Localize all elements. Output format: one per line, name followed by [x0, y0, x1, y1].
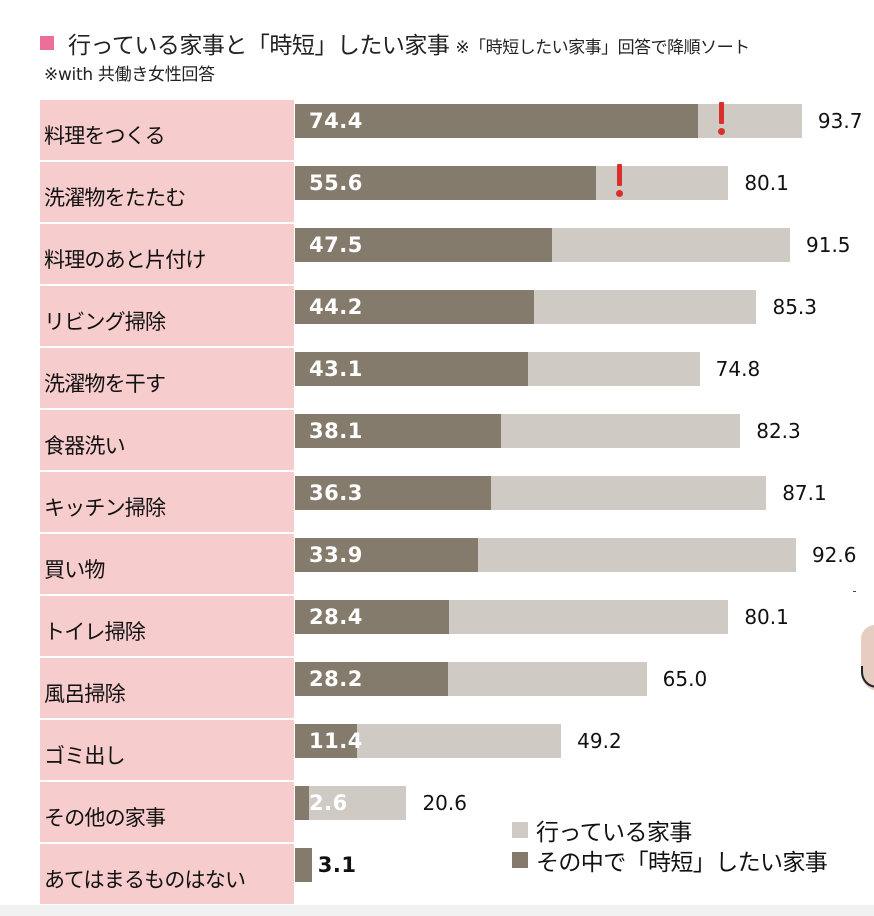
category-label: その他の家事: [40, 782, 294, 842]
bar-short: [295, 848, 312, 882]
chart-subtitle: ※with 共働き女性回答: [44, 65, 215, 85]
legend-item-short: その中で「時短」したい家事: [512, 845, 828, 876]
legend-swatch-total: [512, 822, 528, 838]
exclamation-dot: [615, 190, 623, 197]
category-label: リビング掃除: [40, 286, 294, 346]
bar-short: [295, 352, 529, 386]
value-label-short: 38.1: [309, 419, 363, 443]
category-label: ゴミ出し: [40, 720, 294, 780]
value-label-short: 11.4: [309, 729, 363, 753]
category-label: トイレ掃除: [40, 596, 294, 656]
bar-short: [295, 600, 449, 634]
value-label-short: 2.6: [309, 791, 348, 815]
legend-swatch-short: [512, 852, 528, 868]
bar-short: [295, 228, 552, 262]
value-label-short: 43.1: [309, 357, 363, 381]
bar-short: [295, 104, 698, 138]
value-label-short: 44.2: [309, 295, 363, 319]
category-label: あてはまるものはない: [40, 844, 294, 904]
legend-item-total: 行っている家事: [512, 815, 827, 846]
value-label-total: 20.6: [422, 791, 467, 815]
category-label: 洗濯物を干す: [40, 348, 294, 408]
bar-short: [295, 414, 502, 448]
bar-short: [295, 538, 479, 572]
bar-short: [295, 662, 448, 696]
bar-short: [295, 476, 492, 510]
value-label-total: 87.1: [782, 481, 827, 505]
value-label-short: 47.5: [309, 233, 363, 257]
value-label-total: 80.1: [744, 171, 789, 195]
value-label-short: 28.2: [309, 667, 363, 691]
value-label-total: 92.6: [811, 543, 857, 567]
value-label-total: 85.3: [772, 295, 817, 319]
value-label-total: 65.0: [662, 667, 708, 691]
chart-title: 行っている家事と「時短」したい家事: [68, 33, 450, 59]
category-label: 洗濯物をたたむ: [40, 162, 294, 222]
bottom-strip: [0, 905, 874, 916]
category-label: 買い物: [40, 534, 294, 594]
category-label: 料理のあと片付け: [40, 224, 294, 284]
bar-short: [295, 786, 310, 820]
chart-title-row: 行っている家事と「時短」したい家事 ※「時短したい家事」回答で降順ソート: [40, 26, 750, 60]
value-label-total: 82.3: [756, 419, 801, 443]
category-label: 料理をつくる: [40, 100, 294, 160]
value-label-total: 80.1: [744, 605, 789, 629]
value-label-short: 3.1: [317, 853, 357, 877]
exclamation-dot: [717, 128, 725, 135]
title-bullet-icon: [40, 36, 54, 50]
legend-label-total: 行っている家事: [536, 820, 692, 846]
bar-short: [295, 166, 596, 200]
bar-total: [295, 786, 407, 820]
bar-short: [295, 290, 535, 324]
exclamation-stem: [718, 102, 724, 124]
legend-label-short: その中で「時短」したい家事: [536, 850, 828, 876]
value-label-total: 93.7: [817, 109, 863, 133]
value-label-total: 49.2: [577, 729, 622, 753]
chart-sort-note: ※「時短したい家事」回答で降順ソート: [455, 38, 750, 58]
legend: 行っている家事 その中で「時短」したい家事: [512, 815, 828, 876]
value-label-short: 36.3: [309, 481, 363, 505]
category-label: 食器洗い: [40, 410, 294, 470]
category-label: キッチン掃除: [40, 472, 294, 532]
value-label-total: 74.8: [715, 357, 761, 381]
value-label-short: 55.6: [309, 171, 363, 195]
value-label-short: 33.9: [309, 543, 363, 567]
category-label: 風呂掃除: [40, 658, 294, 718]
value-label-short: 28.4: [309, 605, 363, 629]
decoration-mark: [853, 591, 856, 592]
value-label-short: 74.4: [309, 109, 363, 133]
value-label-total: 91.5: [806, 233, 851, 257]
bar-short: [295, 724, 357, 758]
exclamation-stem: [616, 164, 622, 186]
